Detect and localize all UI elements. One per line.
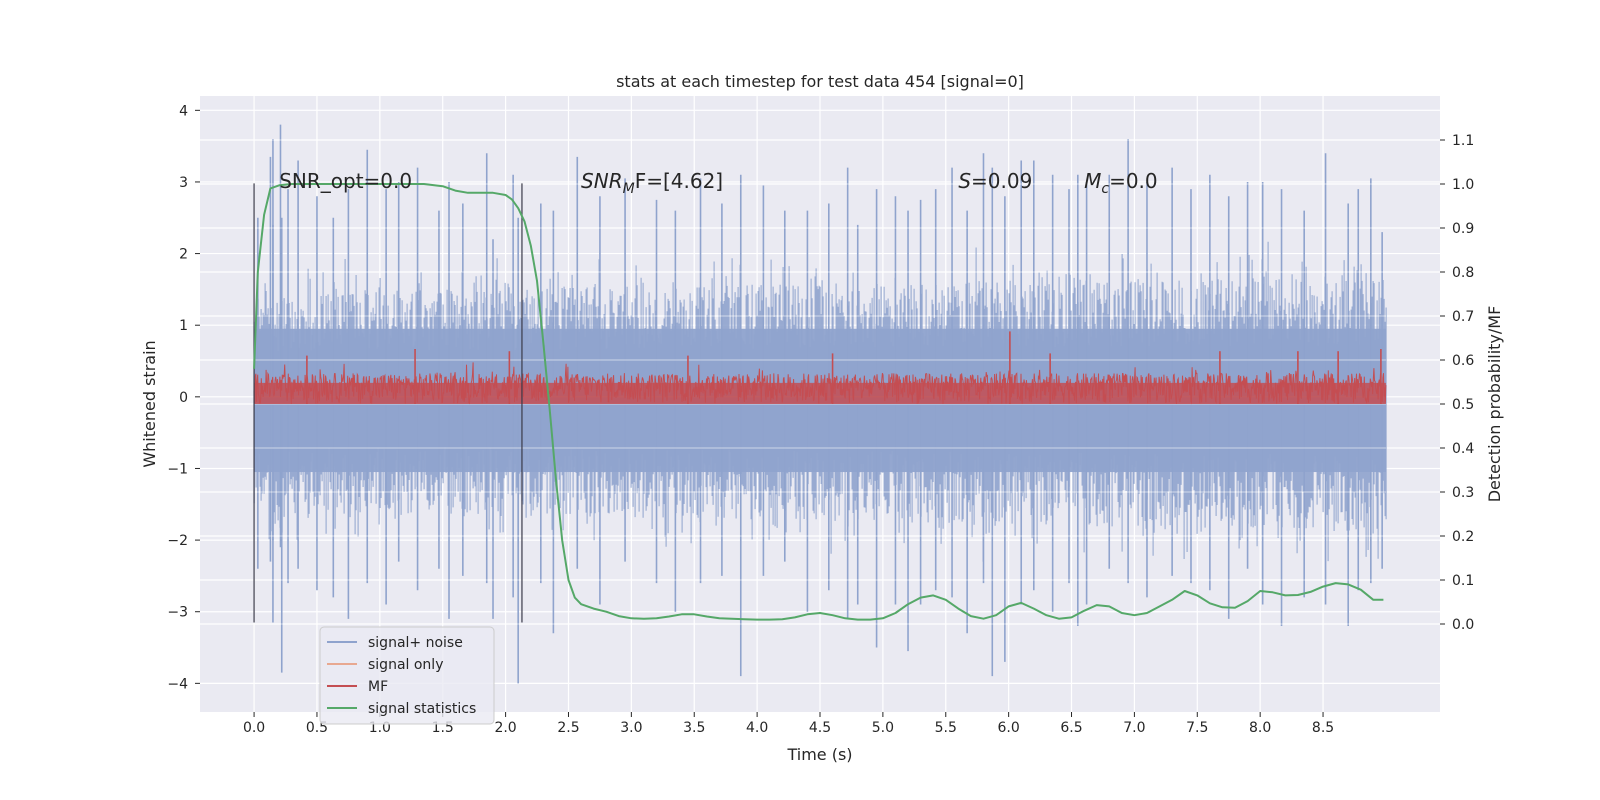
legend: signal+ noise signal only MF signal statist… bbox=[319, 626, 495, 725]
right-y-tick-label: 0.3 bbox=[1452, 485, 1474, 501]
right-y-tick-label: 0.2 bbox=[1452, 529, 1474, 545]
vertical-markers bbox=[253, 183, 523, 623]
x-tick-label: 4.5 bbox=[809, 720, 831, 736]
left-y-axis-label: Whitened strain bbox=[140, 340, 159, 467]
right-y-tick-label: 0.1 bbox=[1452, 573, 1474, 589]
x-tick-label: 6.5 bbox=[1060, 720, 1082, 736]
right-y-tick-label: 0.7 bbox=[1452, 309, 1474, 325]
x-tick-label: 5.0 bbox=[872, 720, 894, 736]
right-y-tick-label: 0.8 bbox=[1452, 265, 1474, 281]
annotation-2-prefix: S bbox=[958, 169, 971, 193]
legend-label-0: signal+ noise bbox=[368, 635, 463, 651]
x-tick-label: 5.5 bbox=[935, 720, 957, 736]
legend-label-2: MF bbox=[368, 679, 388, 695]
x-tick-label: 7.0 bbox=[1123, 720, 1145, 736]
signal-statistics-line bbox=[253, 183, 1384, 621]
right-y-tick-label: 0.6 bbox=[1452, 353, 1474, 369]
right-y-tick-label: 1.1 bbox=[1452, 133, 1474, 149]
left-y-tick-label: 3 bbox=[179, 175, 188, 191]
annotation-1-subscript: M bbox=[623, 181, 635, 197]
mf-core bbox=[254, 382, 1386, 404]
x-tick-label: 2.5 bbox=[557, 720, 579, 736]
x-tick-label: 8.0 bbox=[1249, 720, 1271, 736]
annotation-1-suffix: F=[4.62] bbox=[635, 169, 723, 193]
annotation-1-prefix: SNR bbox=[581, 169, 623, 193]
left-y-axis-ticks: −4 −3 −2 −1 0 1 2 3 4 bbox=[167, 103, 200, 692]
annotations: SNR_opt=0.0 SNRMF=[4.62] S=0.09 Mc=0.0 bbox=[279, 169, 1157, 197]
left-y-tick-label: 0 bbox=[179, 390, 188, 406]
legend-label-3: signal statistics bbox=[368, 701, 476, 717]
legend-box bbox=[319, 626, 495, 725]
annotation-3-prefix: M bbox=[1084, 169, 1101, 193]
x-tick-label: 7.5 bbox=[1186, 720, 1208, 736]
left-y-tick-label: −2 bbox=[167, 533, 188, 549]
x-axis-ticks: 0.0 0.5 1.0 1.5 2.0 2.5 3.0 3.5 4.0 4.5 5.0 5.5 6.0 6… bbox=[243, 712, 1334, 736]
left-y-tick-label: 2 bbox=[179, 247, 188, 263]
right-y-tick-label: 0.5 bbox=[1452, 397, 1474, 413]
x-tick-label: 3.5 bbox=[683, 720, 705, 736]
right-y-axis-label: Detection probability/MF bbox=[1485, 306, 1504, 503]
annotation-3-subscript: c bbox=[1101, 181, 1109, 197]
x-axis-label: Time (s) bbox=[786, 745, 852, 764]
annotation-0: SNR_opt=0.0 bbox=[279, 169, 412, 193]
signal-statistics-series bbox=[253, 183, 1384, 621]
right-y-tick-label: 0.4 bbox=[1452, 441, 1474, 457]
chart-title: stats at each timestep for test data 454… bbox=[616, 72, 1024, 91]
right-y-tick-label: 0.0 bbox=[1452, 617, 1474, 633]
right-y-axis-ticks: 0.0 0.1 0.2 0.3 0.4 0.5 0.6 0.7 0.8 0.9 1.0 1.1 bbox=[1440, 133, 1474, 633]
annotation-2: S=0.09 bbox=[958, 169, 1032, 193]
x-tick-label: 2.0 bbox=[494, 720, 516, 736]
x-tick-label: 0.0 bbox=[243, 720, 265, 736]
annotation-3-suffix: =0.0 bbox=[1109, 169, 1158, 193]
left-y-tick-label: −1 bbox=[167, 461, 188, 477]
left-y-tick-label: 4 bbox=[179, 103, 188, 119]
left-y-tick-label: −4 bbox=[167, 676, 188, 692]
annotation-1: SNRMF=[4.62] bbox=[581, 169, 723, 197]
x-tick-label: 8.5 bbox=[1312, 720, 1334, 736]
legend-label-1: signal only bbox=[368, 657, 443, 673]
annotation-2-suffix: =0.09 bbox=[971, 169, 1032, 193]
x-tick-label: 6.0 bbox=[998, 720, 1020, 736]
annotation-3: Mc=0.0 bbox=[1084, 169, 1158, 197]
x-tick-label: 3.0 bbox=[620, 720, 642, 736]
left-y-tick-label: −3 bbox=[167, 605, 188, 621]
x-tick-label: 4.0 bbox=[746, 720, 768, 736]
right-y-tick-label: 1.0 bbox=[1452, 177, 1474, 193]
right-y-tick-label: 0.9 bbox=[1452, 221, 1474, 237]
mf-series bbox=[253, 331, 1387, 405]
left-y-tick-label: 1 bbox=[179, 318, 188, 334]
